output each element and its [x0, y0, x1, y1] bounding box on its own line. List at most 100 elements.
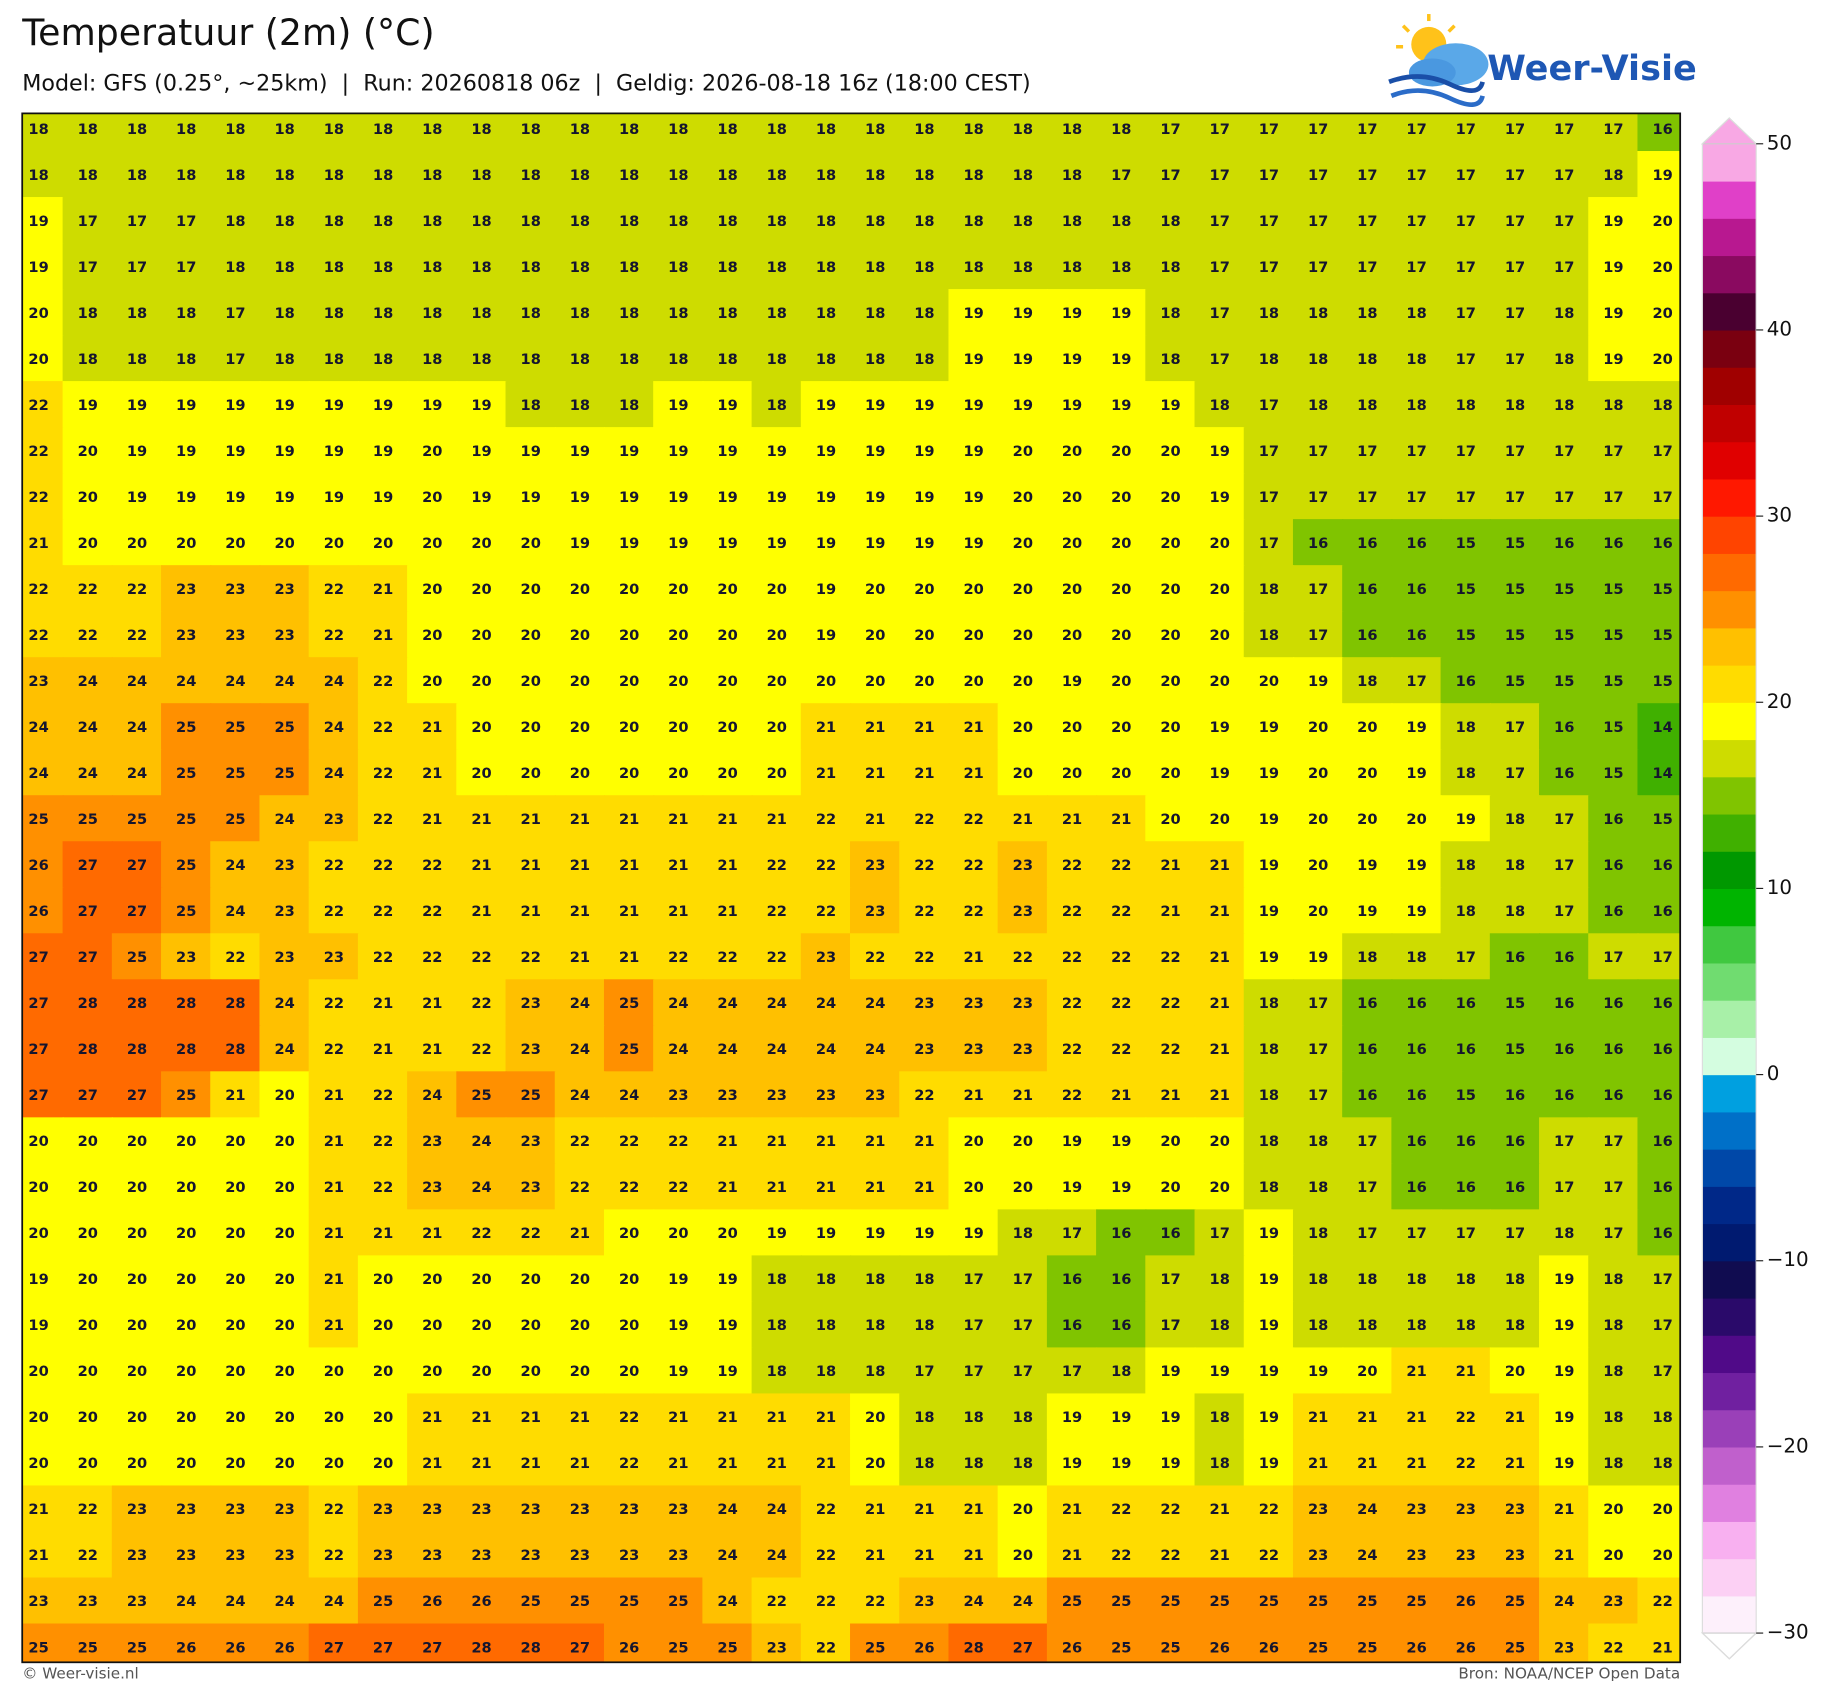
- temp-value: 18: [1456, 903, 1476, 920]
- temp-cell: [1292, 1209, 1344, 1257]
- temp-cell: [456, 335, 507, 383]
- temp-value: 20: [767, 765, 787, 782]
- temp-value: 20: [28, 1363, 48, 1380]
- temp-value: 21: [816, 719, 836, 736]
- temp-cell: [1637, 381, 1681, 429]
- temp-cell: [357, 1577, 409, 1625]
- colorbar-segment: [1702, 1521, 1757, 1560]
- temp-cell: [259, 335, 310, 383]
- temp-cell: [1096, 1485, 1147, 1533]
- temp-cell: [603, 749, 655, 797]
- temp-cell: [1391, 565, 1442, 613]
- temp-cell: [357, 1025, 409, 1073]
- temp-cell: [1489, 703, 1541, 751]
- temp-value: 18: [1456, 857, 1476, 874]
- temp-cell: [1440, 979, 1491, 1027]
- temp-value: 16: [1357, 581, 1377, 598]
- temp-cell: [850, 519, 901, 567]
- temp-value: 20: [1013, 1133, 1033, 1150]
- temp-cell: [407, 1025, 458, 1073]
- temp-value: 16: [1406, 1179, 1426, 1196]
- temp-value: 18: [1013, 1409, 1033, 1426]
- temp-value: 21: [373, 1225, 393, 1242]
- colorbar-segment: [1702, 1297, 1757, 1336]
- temp-value: 18: [1308, 1179, 1328, 1196]
- temp-value: 18: [767, 1317, 787, 1334]
- temp-value: 18: [471, 121, 491, 138]
- temp-value: 19: [1111, 1409, 1131, 1426]
- temp-value: 21: [570, 1409, 590, 1426]
- temp-cell: [1096, 611, 1147, 659]
- temp-value: 23: [521, 995, 541, 1012]
- temp-value: 22: [28, 627, 48, 644]
- temp-cell: [554, 243, 606, 291]
- temp-value: 23: [521, 1501, 541, 1518]
- temp-value: 20: [274, 1087, 294, 1104]
- temp-value: 21: [963, 1547, 983, 1564]
- temp-cell: [850, 1255, 901, 1303]
- temp-cell: [899, 1485, 950, 1533]
- temp-value: 17: [1308, 121, 1328, 138]
- temp-cell: [357, 795, 409, 843]
- temp-cell: [1292, 795, 1344, 843]
- temp-value: 26: [28, 903, 48, 920]
- temp-value: 23: [225, 1501, 245, 1518]
- temp-value: 18: [1062, 167, 1082, 184]
- temp-cell: [1096, 979, 1147, 1027]
- temp-value: 20: [1111, 719, 1131, 736]
- temp-cell: [948, 1347, 999, 1395]
- temp-cell: [1637, 979, 1681, 1027]
- temp-value: 20: [225, 1179, 245, 1196]
- temp-cell: [210, 749, 261, 797]
- temp-value: 23: [816, 949, 836, 966]
- temp-cell: [1292, 473, 1344, 521]
- temp-value: 15: [1505, 995, 1525, 1012]
- temp-cell: [1145, 519, 1196, 567]
- temp-cell: [1194, 473, 1245, 521]
- temp-cell: [161, 933, 212, 981]
- temp-value: 20: [1406, 811, 1426, 828]
- temp-cell: [111, 197, 163, 245]
- temp-value: 20: [471, 581, 491, 598]
- temp-value: 18: [1062, 259, 1082, 276]
- temp-cell: [1440, 1393, 1491, 1441]
- temp-value: 21: [816, 765, 836, 782]
- temp-value: 18: [1603, 1317, 1623, 1334]
- temp-cell: [505, 1117, 556, 1165]
- temp-value: 16: [1554, 995, 1574, 1012]
- temp-value: 18: [1456, 1271, 1476, 1288]
- temp-cell: [948, 1485, 999, 1533]
- temp-cell: [1145, 565, 1196, 613]
- temp-value: 19: [816, 581, 836, 598]
- temp-cell: [800, 1347, 852, 1395]
- temp-value: 19: [816, 627, 836, 644]
- temp-cell: [1637, 1439, 1681, 1487]
- temp-cell: [111, 289, 163, 337]
- temp-cell: [1292, 1071, 1344, 1119]
- temp-value: 23: [28, 1593, 48, 1610]
- temp-cell: [308, 887, 360, 935]
- temp-cell: [407, 1393, 458, 1441]
- temp-value: 15: [1652, 581, 1672, 598]
- temp-cell: [407, 151, 458, 199]
- temp-cell: [1096, 473, 1147, 521]
- temp-cell: [1243, 1531, 1295, 1579]
- temp-value: 18: [1062, 213, 1082, 230]
- temp-value: 16: [1505, 1133, 1525, 1150]
- temp-cell: [1588, 1163, 1639, 1211]
- temp-value: 17: [1308, 1041, 1328, 1058]
- temp-cell: [22, 749, 64, 797]
- temp-value: 20: [373, 1317, 393, 1334]
- temp-value: 17: [1308, 489, 1328, 506]
- temp-value: 17: [1357, 121, 1377, 138]
- temp-value: 18: [570, 351, 590, 368]
- temp-value: 20: [274, 1455, 294, 1472]
- temp-value: 16: [1603, 535, 1623, 552]
- temp-value: 23: [767, 1087, 787, 1104]
- temp-cell: [456, 243, 507, 291]
- temp-cell: [1440, 151, 1491, 199]
- temp-value: 18: [619, 397, 639, 414]
- temp-value: 19: [668, 397, 688, 414]
- temp-cell: [1046, 1255, 1098, 1303]
- temp-value: 24: [225, 903, 245, 920]
